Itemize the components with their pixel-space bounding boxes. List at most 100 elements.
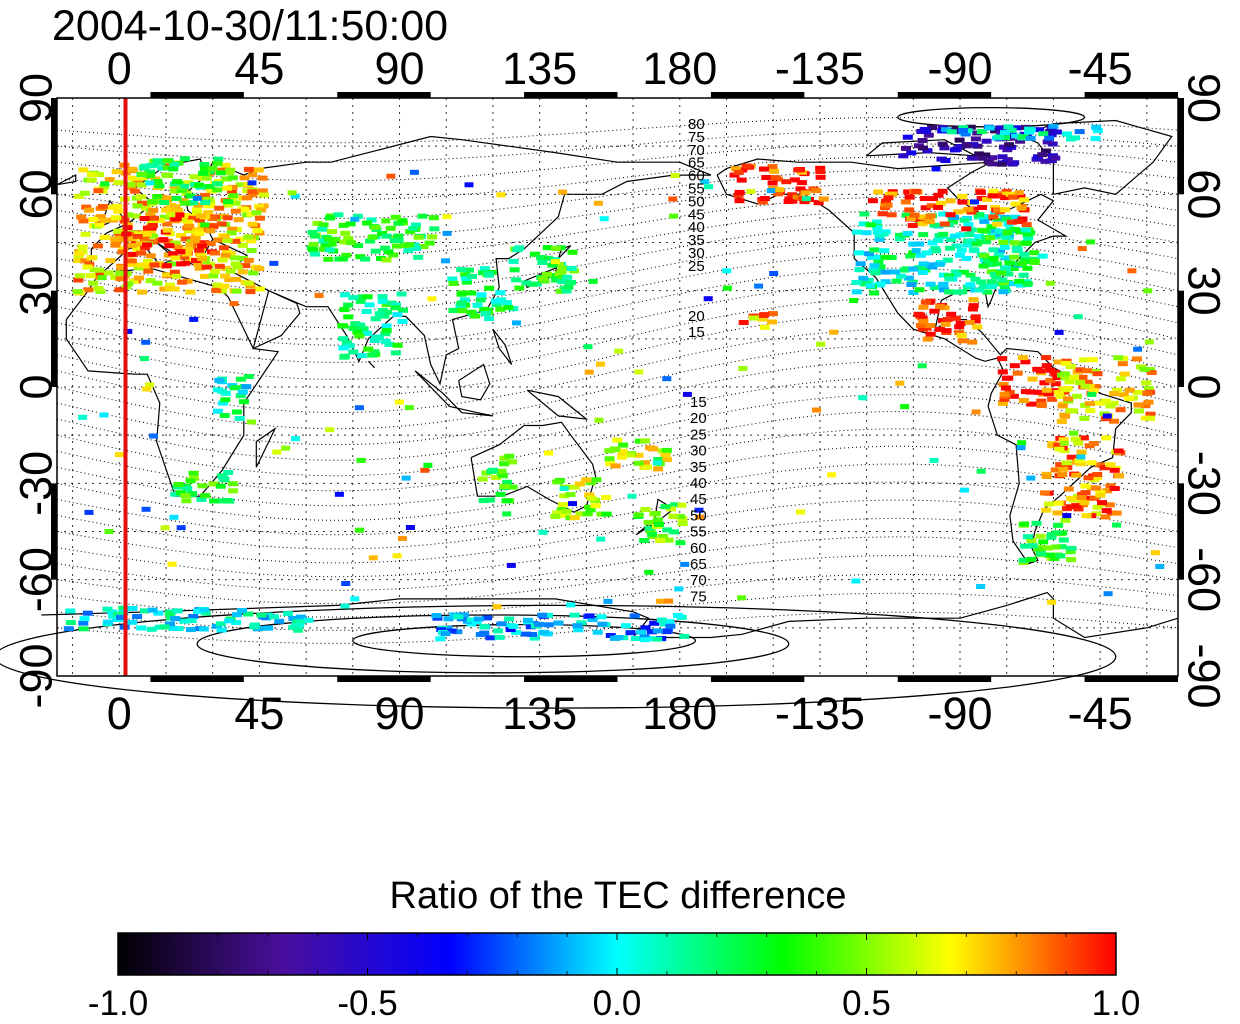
tec-cell-north-america-east: [1009, 254, 1020, 260]
tec-cell-japan: [509, 267, 520, 273]
tec-cell-caribbean-south: [1124, 387, 1135, 393]
tec-cell-alaska: [730, 166, 741, 172]
top-tick-label: -135: [775, 43, 865, 94]
tec-cell-india: [374, 311, 385, 317]
tec-cell-canada: [873, 189, 884, 195]
top-tick-label: -90: [928, 43, 993, 94]
tec-cell-caribbean-south: [1100, 398, 1111, 404]
tec-cell-antarctica-east: [573, 627, 584, 633]
tec-cell-north-america-east: [1020, 227, 1031, 233]
tec-cell-europe: [224, 277, 235, 283]
tec-cell-canada: [933, 205, 944, 210]
tec-cell-india: [337, 323, 348, 329]
tec-cell-europe: [208, 273, 219, 279]
tec-cell-scatter: [737, 595, 747, 601]
magnetic-label-north: 15: [688, 324, 705, 341]
tec-cell-north-america: [869, 290, 880, 296]
tec-cell-europe: [75, 273, 85, 279]
tec-cell-siberia: [318, 246, 329, 252]
tec-cell-scandinavia: [152, 194, 163, 199]
tec-cell-south-africa: [197, 483, 208, 489]
tec-cell-pacific-south: [633, 452, 644, 458]
tec-cell-arctic-canada: [1006, 144, 1017, 150]
tec-cell-caribbean-south: [1113, 355, 1124, 361]
tec-cell-arctic-canada: [965, 124, 976, 130]
tec-cell-europe: [192, 210, 202, 216]
tec-cell-greenland-strip: [1000, 130, 1010, 136]
tec-cell-australia-w: [501, 498, 512, 504]
tec-cell-north-america: [914, 287, 925, 293]
tec-cell-siberia: [417, 213, 428, 219]
tec-cell-scatter: [405, 525, 415, 530]
tec-cell-australia-w: [507, 459, 517, 465]
tec-cell-caribbean-south: [1105, 403, 1116, 409]
tec-cell-south-america-mid: [1100, 514, 1111, 520]
magnetic-contour: [56, 592, 1179, 631]
tec-cell-scatter: [775, 187, 785, 193]
tec-cell-south-america-north: [1047, 396, 1058, 402]
tec-cell-alaska: [796, 180, 807, 186]
tec-cell-caribbean-south: [1145, 415, 1155, 421]
coastline: [492, 328, 513, 365]
right-tick-label: 30: [1179, 266, 1230, 316]
frame-bar-bottom: [524, 676, 618, 682]
tec-cell-alaska: [770, 175, 781, 181]
tec-cell-argentina: [1065, 549, 1076, 555]
tec-cell-europe: [114, 270, 125, 276]
tec-cell-central-mexico: [968, 297, 979, 303]
tec-cell-australia-se: [591, 477, 602, 483]
tec-cell-siberia: [323, 256, 334, 262]
tec-cell-scatter: [1054, 329, 1064, 335]
magnetic-contour: [56, 428, 1179, 507]
tec-cell-new-zealand: [644, 525, 655, 531]
tec-cell-japan: [550, 246, 561, 251]
tec-cell-canada: [1007, 194, 1018, 200]
tec-cell-pacific-south: [634, 438, 645, 444]
tec-cell-europe: [181, 213, 191, 218]
tec-cell-canada: [882, 202, 893, 208]
tec-cell-canada: [1015, 193, 1026, 199]
tec-cell-scatter: [1144, 339, 1154, 345]
tec-cell-europe-core: [175, 249, 186, 255]
tec-cell-north-america: [861, 230, 872, 236]
tec-cell-europe-core: [189, 238, 200, 244]
tec-cell-india: [380, 338, 391, 344]
tec-cell-europe: [231, 276, 242, 282]
tec-cell-south-america-mid: [1058, 466, 1069, 472]
tec-cell-europe: [248, 270, 259, 276]
tec-cell-europe: [95, 214, 106, 220]
tec-cell-europe: [94, 222, 105, 228]
tec-cell-arctic-canada: [902, 134, 913, 140]
tec-cell-alaska: [767, 180, 778, 186]
tec-cell-greenland-strip: [1018, 134, 1029, 140]
tec-cell-scatter: [634, 369, 644, 375]
tec-cell-antarctica-west: [78, 620, 89, 626]
tec-cell-north-america: [859, 281, 870, 287]
tec-cell-arctic-canada: [939, 145, 950, 151]
magnetic-contour: [56, 361, 1179, 446]
tec-cell-europe: [185, 289, 196, 295]
tec-cell-south-africa: [196, 496, 207, 502]
tec-cell-north-america: [962, 242, 973, 248]
tec-cell-siberia: [370, 224, 381, 230]
tec-cell-south-america-mid: [1080, 483, 1091, 489]
tec-cell-arctic-canada: [968, 142, 979, 148]
tec-cell-argentina: [1049, 555, 1060, 561]
tec-cell-south-africa: [209, 498, 220, 504]
tec-cell-europe: [129, 188, 140, 194]
coastline: [255, 426, 277, 468]
tec-cell-europe: [93, 286, 104, 291]
tec-cell-canada: [945, 212, 956, 218]
tec-cell-europe: [73, 258, 84, 263]
tec-cell-europe: [222, 238, 233, 243]
tec-cell-antarctica-west: [65, 620, 76, 625]
tec-cell-arctic-canada: [1012, 125, 1023, 131]
tec-cell-europe: [256, 207, 267, 213]
tec-cell-scatter: [976, 584, 986, 589]
coastline: [414, 370, 494, 417]
tec-cell-europe: [82, 264, 93, 270]
tec-cell-south-america-mid: [1113, 448, 1124, 454]
tec-cell-east-africa: [235, 376, 246, 382]
tec-cell-canada: [911, 189, 922, 194]
tec-cell-siberia: [397, 218, 408, 224]
